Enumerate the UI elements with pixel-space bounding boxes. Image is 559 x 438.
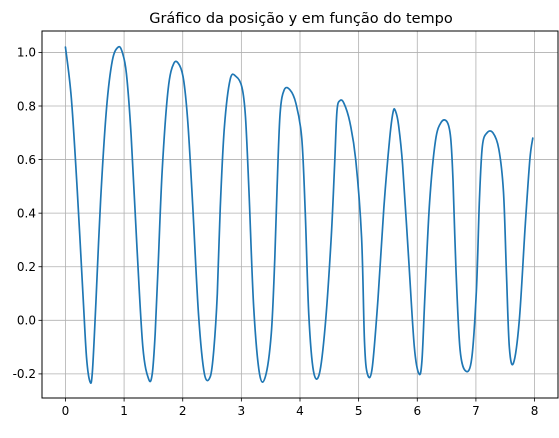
x-tick-label: 0 bbox=[62, 404, 70, 418]
x-tick-label: 4 bbox=[296, 404, 304, 418]
x-tick-label: 1 bbox=[120, 404, 128, 418]
y-tick-label: 0.8 bbox=[17, 99, 36, 113]
x-tick-label: 6 bbox=[413, 404, 421, 418]
series-line bbox=[64, 45, 534, 384]
chart-title: Gráfico da posição y em função do tempo bbox=[149, 11, 453, 27]
x-tick-label: 5 bbox=[355, 404, 363, 418]
y-tick-label: 0.6 bbox=[17, 153, 36, 167]
y-tick-label: 0.4 bbox=[17, 206, 36, 220]
x-tick-label: 2 bbox=[179, 404, 187, 418]
y-tick-label: 0.0 bbox=[17, 314, 36, 328]
x-tick-label: 3 bbox=[238, 404, 246, 418]
y-tick-label: 1.0 bbox=[17, 46, 36, 60]
x-tick-label: 7 bbox=[472, 404, 480, 418]
x-tick-label: 8 bbox=[531, 404, 539, 418]
grid-layer bbox=[42, 31, 558, 398]
y-tick-label: 0.2 bbox=[17, 260, 36, 274]
y-tick-label: -0.2 bbox=[13, 367, 36, 381]
series-layer bbox=[64, 45, 534, 384]
tick-layer: 0 1 2 3 4 5 6 7 8 -0.2 0.0 0.2 0.4 0.6 0.8 1.0 bbox=[13, 46, 539, 418]
